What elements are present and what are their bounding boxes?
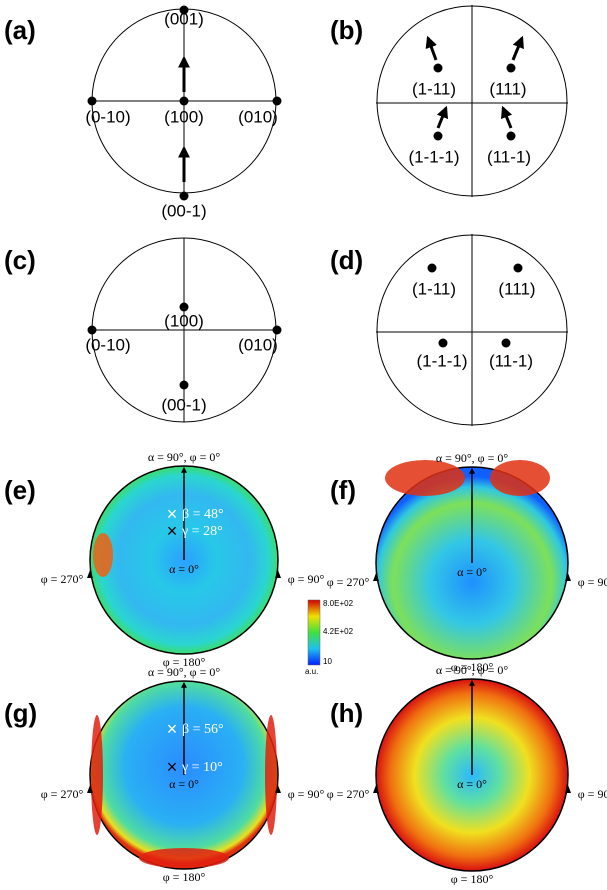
pole-label: (001) xyxy=(164,9,204,28)
pole-dot xyxy=(506,63,516,73)
angle-label: φ = 270° xyxy=(41,787,84,801)
panel-label: (c) xyxy=(4,245,36,275)
angle-label: φ = 270° xyxy=(327,575,370,589)
pole-dot xyxy=(179,302,189,312)
pole-label: (100) xyxy=(164,107,204,126)
angle-label: φ = 270° xyxy=(41,572,84,586)
angle-label: φ = 90° xyxy=(288,787,325,801)
hot-spot xyxy=(265,715,277,835)
pole-label: (100) xyxy=(164,311,204,330)
pole-dot xyxy=(438,338,448,348)
angle-label: α = 90°, φ = 0° xyxy=(148,665,221,679)
pole-label: (1-11) xyxy=(412,79,456,98)
panel-label: (h) xyxy=(330,698,363,728)
axis-marker xyxy=(87,570,93,578)
angle-label: α = 90°, φ = 0° xyxy=(436,663,509,677)
angle-label: φ = 180° xyxy=(163,655,206,669)
pole-circle xyxy=(376,234,568,426)
angle-label: α = 0° xyxy=(457,565,487,579)
angle-label: φ = 180° xyxy=(451,660,494,674)
hot-spot xyxy=(93,533,113,577)
axis-marker xyxy=(565,573,571,581)
cross-marker: × xyxy=(167,504,178,524)
panel-label: (f) xyxy=(330,475,356,505)
hot-spot xyxy=(139,848,229,868)
arrow xyxy=(511,35,524,61)
angle-label: φ = 180° xyxy=(163,870,206,884)
angle-label: φ = 180° xyxy=(451,872,494,885)
colorbar xyxy=(307,599,321,666)
colorbar-label: 10 xyxy=(323,657,332,666)
panel-label: (g) xyxy=(4,698,37,728)
hot-spot xyxy=(385,460,465,496)
beta-label: β = 56° xyxy=(182,722,224,737)
beta-label: β = 48° xyxy=(182,507,224,522)
axis-marker xyxy=(275,785,281,793)
angle-label: α = 90°, φ = 0° xyxy=(148,450,221,464)
pole-dot xyxy=(87,96,97,106)
pole-label: (010) xyxy=(238,107,278,126)
angle-label: α = 90°, φ = 0° xyxy=(436,451,509,465)
pole-dot xyxy=(179,191,189,201)
hot-spot xyxy=(490,460,550,496)
pole-dot xyxy=(272,325,282,335)
pole-dot xyxy=(87,325,97,335)
cross-marker: × xyxy=(167,521,178,541)
angle-label: φ = 90° xyxy=(578,575,607,589)
pole-label: (010) xyxy=(238,335,278,354)
colorbar-label: 4.2E+02 xyxy=(323,627,354,636)
colorbar-unit: a.u. xyxy=(305,667,318,676)
pole-dot xyxy=(272,96,282,106)
pole-dot xyxy=(506,131,516,141)
axis-marker xyxy=(565,785,571,793)
gamma-label: γ = 10° xyxy=(181,760,223,775)
pole-label: (1-1-1) xyxy=(416,351,467,370)
pole-label: (00-1) xyxy=(161,201,206,220)
angle-label: α = 0° xyxy=(169,562,199,576)
pole-dot xyxy=(427,263,437,273)
axis-marker xyxy=(275,570,281,578)
pole-circle xyxy=(376,5,568,197)
pole-label: (1-11) xyxy=(412,279,456,298)
panel-label: (a) xyxy=(4,15,36,45)
pole-label: (0-10) xyxy=(85,107,130,126)
pole-label: (00-1) xyxy=(161,395,206,414)
gamma-label: γ = 28° xyxy=(181,524,223,539)
cross-marker: × xyxy=(167,757,178,777)
pole-dot xyxy=(179,96,189,106)
hot-spot xyxy=(91,715,103,835)
axis-marker xyxy=(373,785,379,793)
axis-marker xyxy=(87,785,93,793)
axis-marker xyxy=(373,573,379,581)
angle-label: α = 0° xyxy=(169,777,199,791)
angle-label: φ = 270° xyxy=(327,787,370,801)
angle-label: φ = 90° xyxy=(288,572,325,586)
pole-label: (111) xyxy=(498,279,535,298)
pole-dot xyxy=(179,5,189,15)
pole-label: (11-1) xyxy=(487,147,531,166)
arrow xyxy=(436,105,449,129)
panel-label: (d) xyxy=(330,245,363,275)
angle-label: φ = 90° xyxy=(578,787,607,801)
pole-dot xyxy=(179,380,189,390)
arrow xyxy=(500,105,513,129)
panel-label: (b) xyxy=(330,15,363,45)
pole-label: (0-10) xyxy=(85,335,130,354)
cross-marker: × xyxy=(167,719,178,739)
pole-label: (111) xyxy=(489,79,526,98)
pole-dot xyxy=(433,63,443,73)
pole-label: (1-1-1) xyxy=(408,147,459,166)
arrow xyxy=(425,35,438,61)
panel-label: (e) xyxy=(4,475,36,505)
pole-label: (11-1) xyxy=(489,351,533,370)
colorbar-label: 8.0E+02 xyxy=(323,599,354,608)
angle-label: α = 0° xyxy=(457,777,487,791)
pole-dot xyxy=(501,338,511,348)
pole-dot xyxy=(513,263,523,273)
pole-dot xyxy=(433,131,443,141)
